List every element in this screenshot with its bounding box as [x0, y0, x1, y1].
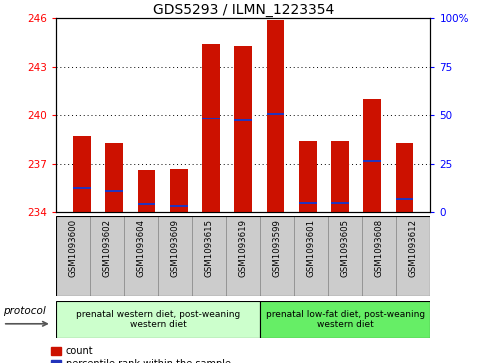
Bar [138, 170, 155, 212]
Bar [73, 136, 91, 212]
Bar [56, 216, 90, 296]
Bar [73, 187, 91, 189]
Bar [170, 169, 187, 212]
Text: GSM1093609: GSM1093609 [170, 219, 180, 277]
Bar [90, 216, 124, 296]
Bar [192, 216, 226, 296]
Text: GSM1093615: GSM1093615 [204, 219, 213, 277]
Text: prenatal western diet, post-weaning
western diet: prenatal western diet, post-weaning west… [76, 310, 240, 329]
Text: GSM1093601: GSM1093601 [306, 219, 315, 277]
Bar [138, 203, 155, 205]
Bar [158, 216, 192, 296]
Bar [202, 44, 220, 212]
Bar [266, 20, 284, 212]
Bar [298, 141, 316, 212]
Bar [56, 301, 260, 338]
Bar [330, 202, 348, 204]
Text: prenatal low-fat diet, post-weaning
western diet: prenatal low-fat diet, post-weaning west… [265, 310, 424, 329]
Bar [260, 216, 294, 296]
Bar [363, 99, 380, 212]
Text: GSM1093600: GSM1093600 [69, 219, 78, 277]
Title: GDS5293 / ILMN_1223354: GDS5293 / ILMN_1223354 [152, 3, 333, 17]
Bar [298, 202, 316, 204]
Bar [124, 216, 158, 296]
Bar [327, 216, 362, 296]
Bar [105, 190, 123, 192]
Text: GSM1093612: GSM1093612 [408, 219, 417, 277]
Bar [294, 216, 327, 296]
Text: GSM1093604: GSM1093604 [137, 219, 145, 277]
Bar [202, 118, 220, 119]
Text: GSM1093602: GSM1093602 [102, 219, 112, 277]
Bar [170, 205, 187, 207]
Bar [363, 160, 380, 162]
Bar [234, 46, 252, 212]
Bar [395, 199, 412, 200]
Bar [395, 143, 412, 212]
Bar [330, 141, 348, 212]
Bar [395, 216, 429, 296]
Legend: count, percentile rank within the sample: count, percentile rank within the sample [51, 346, 230, 363]
Bar [226, 216, 260, 296]
Text: protocol: protocol [3, 306, 45, 317]
Bar [362, 216, 395, 296]
Text: GSM1093605: GSM1093605 [340, 219, 349, 277]
Bar [266, 113, 284, 115]
Text: GSM1093619: GSM1093619 [238, 219, 247, 277]
Text: GSM1093599: GSM1093599 [272, 219, 281, 277]
Text: GSM1093608: GSM1093608 [374, 219, 383, 277]
Bar [260, 301, 429, 338]
Bar [234, 119, 252, 121]
Bar [105, 143, 123, 212]
